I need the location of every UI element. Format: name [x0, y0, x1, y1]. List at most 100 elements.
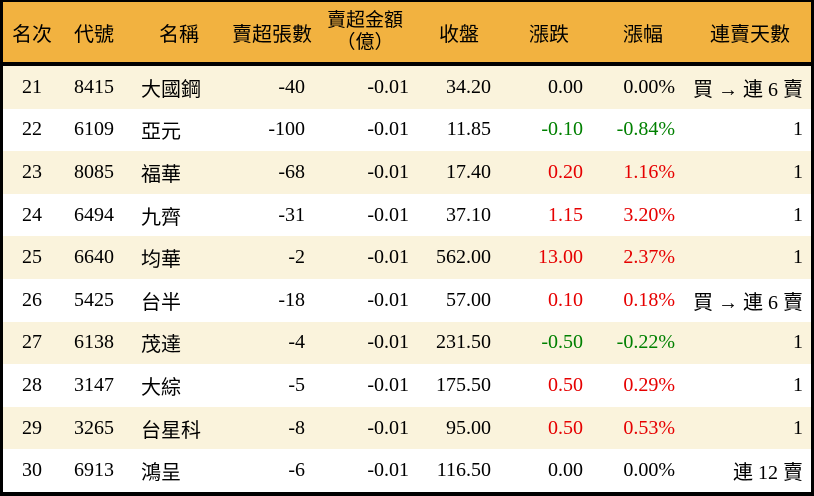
column-header-rank: 名次 [12, 23, 52, 46]
cell-close: 175.50 [436, 373, 491, 396]
column-header-name: 名稱 [159, 23, 199, 46]
table-body: 21 8415 大國鋼 -40 -0.01 34.20 0.00 0.00% 買 → 連 6 賣… [3, 66, 811, 492]
cell-code: 6109 [74, 118, 114, 141]
cell-change: 0.00 [548, 459, 583, 482]
cell-days: 連 12 賣 [733, 462, 803, 485]
cell-amount: -0.01 [367, 118, 409, 141]
cell-volume: -18 [278, 288, 305, 311]
cell-rank: 26 [22, 288, 42, 311]
cell-code: 6913 [74, 459, 114, 482]
cell-change: 13.00 [538, 246, 583, 269]
cell-close: 17.40 [446, 160, 491, 183]
cell-change: -0.50 [541, 331, 583, 354]
column-header-amount-line2: （億） [336, 32, 394, 53]
table-row: 27 6138 茂達 -4 -0.01 231.50 -0.50 -0.22% 1 [3, 321, 811, 365]
column-header-change: 漲跌 [529, 23, 569, 46]
cell-rank: 22 [22, 118, 42, 141]
cell-code: 8415 [74, 75, 114, 98]
cell-change: 0.20 [548, 160, 583, 183]
cell-name: 福華 [141, 163, 181, 186]
cell-close: 37.10 [446, 203, 491, 226]
cell-change: 0.10 [548, 288, 583, 311]
cell-change_pct: 0.53% [623, 416, 675, 439]
cell-change_pct: -0.84% [616, 118, 675, 141]
column-header-days: 連賣天數 [710, 23, 790, 46]
cell-rank: 24 [22, 203, 42, 226]
cell-days: 1 [793, 203, 803, 226]
cell-days: 1 [793, 160, 803, 183]
cell-name: 大國鋼 [141, 78, 201, 101]
cell-change_pct: 0.00% [623, 75, 675, 98]
cell-volume: -4 [288, 331, 305, 354]
cell-close: 11.85 [446, 118, 491, 141]
cell-amount: -0.01 [367, 246, 409, 269]
cell-change: 1.15 [548, 203, 583, 226]
cell-code: 6640 [74, 246, 114, 269]
column-header-change-pct: 漲幅 [623, 23, 663, 46]
cell-change: 0.50 [548, 373, 583, 396]
cell-name: 茂達 [141, 334, 181, 357]
cell-close: 562.00 [436, 246, 491, 269]
cell-days: 買 → 連 6 賣 [693, 78, 803, 101]
cell-change: 0.00 [548, 75, 583, 98]
cell-change: 0.50 [548, 416, 583, 439]
cell-change_pct: 0.00% [623, 459, 675, 482]
cell-amount: -0.01 [367, 331, 409, 354]
table-header: 名次 代號 名稱 賣超張數 賣超金額 （億） 收盤 漲跌 漲幅 連賣天數 [3, 2, 811, 66]
cell-rank: 27 [22, 331, 42, 354]
cell-change: -0.10 [541, 118, 583, 141]
cell-volume: -6 [288, 459, 305, 482]
cell-days: 1 [793, 331, 803, 354]
cell-days: 1 [793, 416, 803, 439]
cell-code: 3265 [74, 416, 114, 439]
cell-days: 1 [793, 118, 803, 141]
table-row: 26 5425 台半 -18 -0.01 57.00 0.10 0.18% 買 → 連 6 賣 [3, 279, 811, 322]
table-row: 22 6109 亞元 -100 -0.01 11.85 -0.10 -0.84% 1 [3, 109, 811, 152]
cell-close: 116.50 [436, 459, 491, 482]
cell-change_pct: 2.37% [623, 246, 675, 269]
table-row: 24 6494 九齊 -31 -0.01 37.10 1.15 3.20% 1 [3, 194, 811, 237]
cell-close: 231.50 [436, 331, 491, 354]
cell-code: 6494 [74, 203, 114, 226]
column-header-amount-line1: 賣超金額 [326, 10, 403, 31]
cell-volume: -31 [278, 203, 305, 226]
table-row: 21 8415 大國鋼 -40 -0.01 34.20 0.00 0.00% 買 → 連 6 賣 [3, 66, 811, 109]
cell-name: 台半 [141, 291, 181, 314]
cell-volume: -2 [288, 246, 305, 269]
cell-close: 95.00 [446, 416, 491, 439]
column-header-amount: 賣超金額 （億） [313, 10, 417, 54]
cell-close: 34.20 [446, 75, 491, 98]
cell-days: 1 [793, 246, 803, 269]
cell-change_pct: -0.22% [616, 331, 675, 354]
cell-change_pct: 0.18% [623, 288, 675, 311]
cell-amount: -0.01 [367, 75, 409, 98]
cell-amount: -0.01 [367, 459, 409, 482]
cell-amount: -0.01 [367, 416, 409, 439]
column-header-code: 代號 [74, 23, 114, 46]
cell-days: 買 → 連 6 賣 [693, 291, 803, 314]
cell-change_pct: 0.29% [623, 373, 675, 396]
cell-amount: -0.01 [367, 373, 409, 396]
cell-name: 均華 [141, 249, 181, 272]
cell-code: 8085 [74, 160, 114, 183]
cell-rank: 23 [22, 160, 42, 183]
cell-name: 亞元 [141, 121, 181, 144]
cell-code: 6138 [74, 331, 114, 354]
table-row: 30 6913 鴻呈 -6 -0.01 116.50 0.00 0.00% 連 12 賣 [3, 449, 811, 492]
cell-volume: -8 [288, 416, 305, 439]
cell-amount: -0.01 [367, 288, 409, 311]
column-header-volume: 賣超張數 [232, 23, 312, 46]
cell-volume: -68 [278, 160, 305, 183]
cell-volume: -40 [278, 75, 305, 98]
cell-code: 3147 [74, 373, 114, 396]
cell-rank: 21 [22, 75, 42, 98]
cell-amount: -0.01 [367, 203, 409, 226]
table-row: 25 6640 均華 -2 -0.01 562.00 13.00 2.37% 1 [3, 236, 811, 279]
cell-volume: -5 [288, 373, 305, 396]
cell-name: 台星科 [141, 419, 201, 442]
cell-close: 57.00 [446, 288, 491, 311]
cell-rank: 28 [22, 373, 42, 396]
cell-rank: 30 [22, 459, 42, 482]
cell-rank: 29 [22, 416, 42, 439]
